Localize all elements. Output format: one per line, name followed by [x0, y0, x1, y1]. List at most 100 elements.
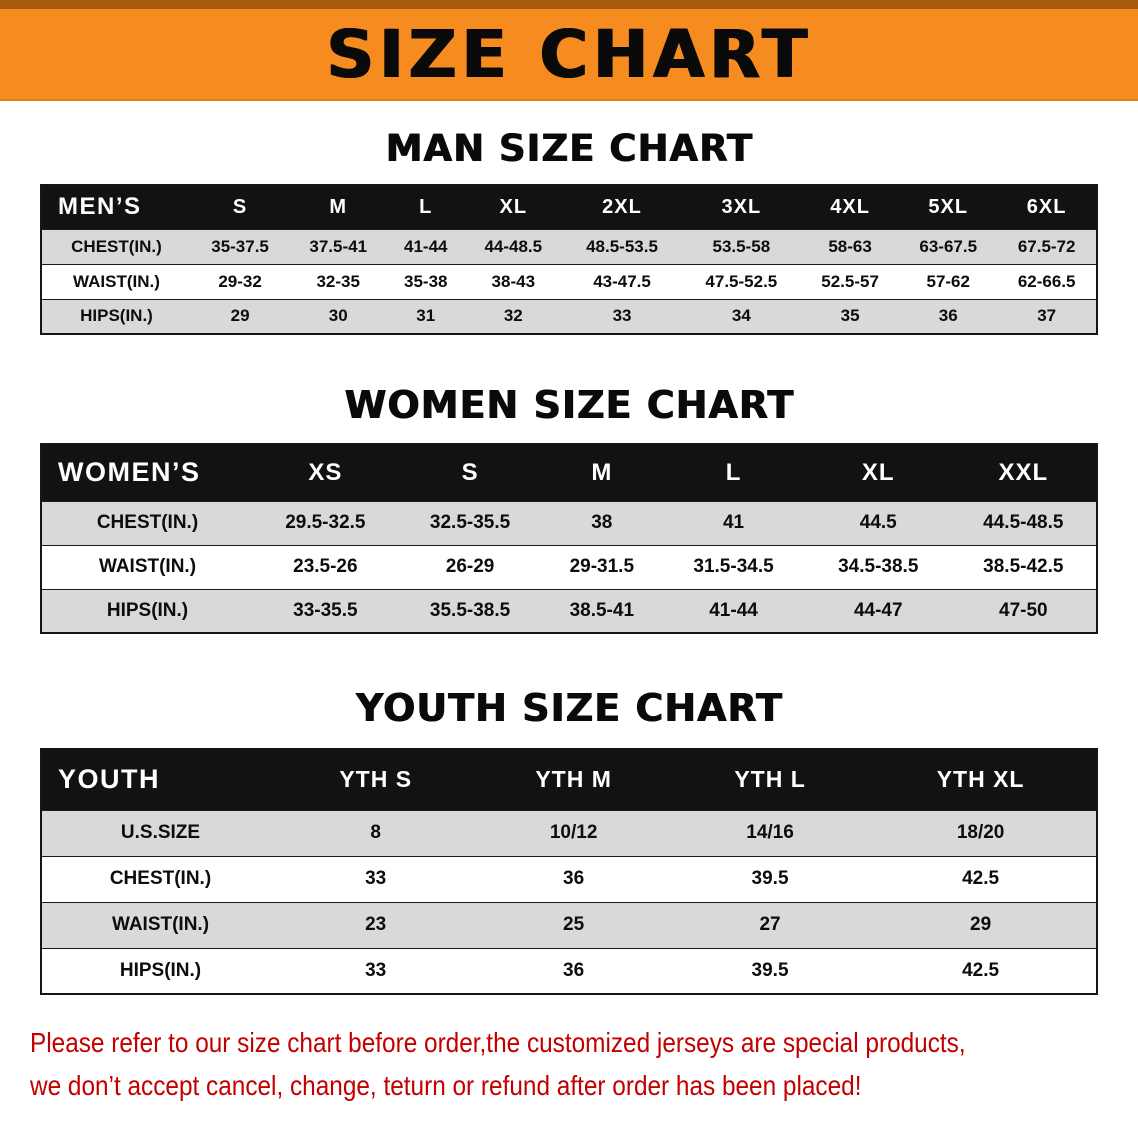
size-column-header: L — [725, 458, 742, 486]
size-value-cell: 67.5-72 — [1017, 236, 1076, 256]
size-value-cell: 44-48.5 — [484, 236, 543, 256]
size-value-cell: 47.5-52.5 — [705, 271, 778, 291]
size-value-cell: 36 — [938, 306, 958, 326]
size-value-cell: 10/12 — [549, 822, 598, 843]
size-value-cell: 41-44 — [709, 599, 758, 621]
size-value-cell: 33 — [365, 959, 387, 981]
table-title: YOUTH — [58, 764, 160, 795]
size-column-header: 2XL — [602, 195, 642, 218]
size-column-header: 6XL — [1026, 195, 1067, 218]
size-value-cell: 44.5-48.5 — [983, 512, 1064, 533]
size-value-cell: 38.5-41 — [569, 599, 635, 621]
men-size-table: MEN’S S M L XL 2XL 3XL 4XL 5XL 6XL CHEST(IN.) 35-37… — [40, 184, 1098, 335]
measurement-row: WAIST(IN.) 29-32 32-35 35-38 38-43 43-47.5 47.… — [41, 264, 1097, 299]
size-value-cell: 18/20 — [956, 822, 1005, 843]
measurement-row-label: WAIST(IN.) — [98, 556, 197, 577]
size-column-header: XL — [861, 458, 895, 486]
size-value-cell: 62-66.5 — [1017, 271, 1076, 291]
size-value-cell: 31 — [416, 306, 436, 326]
size-column-header: XL — [499, 195, 528, 218]
measurement-row: CHEST(IN.) 29.5-32.5 32.5-35.5 38 41 44.5 44.5… — [41, 501, 1097, 545]
measurement-row: HIPS(IN.) 29 30 31 32 33 34 35 36 37 — [41, 299, 1097, 334]
table-header-row: YOUTH YTH S YTH M YTH L YTH XL — [41, 749, 1097, 810]
table-title: MEN’S — [58, 193, 142, 221]
measurement-row: WAIST(IN.) 23.5-26 26-29 29-31.5 31.5-34.5 34… — [41, 545, 1097, 589]
measurement-row-label: HIPS(IN.) — [119, 959, 202, 981]
youth-size-table: YOUTH YTH S YTH M YTH L YTH XL U.S.SIZE 8 10/12… — [40, 748, 1098, 995]
disclaimer-note: Please refer to our size chart before or… — [0, 995, 1138, 1128]
size-value-cell: 34.5-38.5 — [838, 556, 919, 577]
size-value-cell: 32 — [503, 306, 523, 326]
measurement-row-label: HIPS(IN.) — [80, 306, 153, 326]
size-value-cell: 39.5 — [751, 959, 789, 981]
size-value-cell: 33-35.5 — [293, 599, 358, 621]
size-column-header: L — [419, 195, 433, 218]
size-value-cell: 36 — [563, 959, 585, 981]
size-value-cell: 29 — [230, 306, 250, 326]
size-value-cell: 30 — [328, 306, 348, 326]
size-value-cell: 53.5-58 — [712, 236, 771, 256]
measurement-row: HIPS(IN.) 33 36 39.5 42.5 — [41, 948, 1097, 994]
size-value-cell: 29 — [970, 914, 992, 935]
size-value-cell: 35.5-38.5 — [429, 599, 511, 621]
size-value-cell: 38.5-42.5 — [983, 556, 1064, 577]
size-value-cell: 36 — [563, 868, 585, 889]
size-value-cell: 23 — [365, 914, 387, 935]
size-value-cell: 44-47 — [853, 599, 903, 621]
banner-title: SIZE CHART — [326, 15, 812, 93]
size-column-header: M — [591, 458, 613, 486]
youth-section-heading: YOUTH SIZE CHART — [355, 686, 783, 730]
measurement-row-label: WAIST(IN.) — [73, 271, 160, 291]
size-value-cell: 31.5-34.5 — [693, 556, 774, 577]
measurement-row-label: CHEST(IN.) — [71, 236, 162, 256]
men-size-section: MAN SIZE CHART MEN’S S M L XL 2XL 3XL 4XL 5XL 6XL… — [0, 101, 1138, 335]
size-value-cell: 38-43 — [491, 271, 536, 291]
size-value-cell: 41 — [722, 512, 745, 533]
measurement-row: U.S.SIZE 8 10/12 14/16 18/20 — [41, 810, 1097, 856]
table-header-row: MEN’S S M L XL 2XL 3XL 4XL 5XL 6XL — [41, 185, 1097, 229]
size-column-header: 5XL — [928, 195, 969, 218]
size-value-cell: 35-38 — [404, 271, 448, 291]
size-value-cell: 39.5 — [751, 868, 789, 889]
size-value-cell: 63-67.5 — [919, 236, 978, 256]
measurement-row: CHEST(IN.) 35-37.5 37.5-41 41-44 44-48.5 48.5… — [41, 229, 1097, 264]
size-value-cell: 26-29 — [445, 556, 495, 577]
size-column-header: XXL — [998, 458, 1049, 486]
size-value-cell: 57-62 — [926, 271, 970, 291]
size-value-cell: 44.5 — [859, 512, 897, 533]
size-value-cell: 47-50 — [999, 599, 1048, 621]
size-column-header: YTH L — [734, 766, 806, 793]
men-section-heading: MAN SIZE CHART — [385, 127, 753, 170]
disclaimer-line-2: we don’t accept cancel, change, teturn o… — [30, 1070, 862, 1102]
size-value-cell: 33 — [612, 306, 632, 326]
youth-size-section: YOUTH SIZE CHART YOUTH YTH S YTH M YTH L YTH… — [0, 634, 1138, 995]
size-column-header: YTH M — [535, 766, 612, 793]
measurement-row: HIPS(IN.) 33-35.5 35.5-38.5 38.5-41 41-44 44-… — [41, 589, 1097, 633]
size-value-cell: 37 — [1037, 306, 1057, 326]
women-size-table: WOMEN’S XS S M L XL XXL CHEST(IN.) 29.5-32.5 32.5… — [40, 443, 1098, 634]
measurement-row: WAIST(IN.) 23 25 27 29 — [41, 902, 1097, 948]
size-value-cell: 37.5-41 — [309, 236, 368, 256]
size-value-cell: 29-32 — [218, 271, 262, 291]
size-value-cell: 27 — [759, 914, 781, 935]
size-column-header: YTH XL — [936, 766, 1025, 793]
measurement-row: CHEST(IN.) 33 36 39.5 42.5 — [41, 856, 1097, 902]
measurement-row-label: CHEST(IN.) — [109, 868, 212, 889]
size-column-header: 3XL — [721, 195, 762, 218]
size-column-header: S — [461, 458, 479, 486]
measurement-row-label: WAIST(IN.) — [111, 914, 210, 935]
table-title: WOMEN’S — [58, 457, 201, 488]
size-value-cell: 32.5-35.5 — [429, 512, 511, 533]
size-column-header: S — [232, 195, 248, 218]
size-value-cell: 52.5-57 — [821, 271, 879, 291]
measurement-row-label: U.S.SIZE — [120, 822, 201, 843]
size-value-cell: 42.5 — [962, 868, 1000, 889]
size-column-header: YTH S — [339, 766, 413, 793]
size-value-cell: 43-47.5 — [593, 271, 651, 291]
women-size-section: WOMEN SIZE CHART WOMEN’S XS S M L XL XXL CHEST(… — [0, 335, 1138, 634]
size-value-cell: 35-37.5 — [211, 236, 269, 256]
size-value-cell: 29.5-32.5 — [285, 512, 366, 533]
size-value-cell: 38 — [591, 512, 613, 533]
size-column-header: M — [329, 195, 348, 218]
